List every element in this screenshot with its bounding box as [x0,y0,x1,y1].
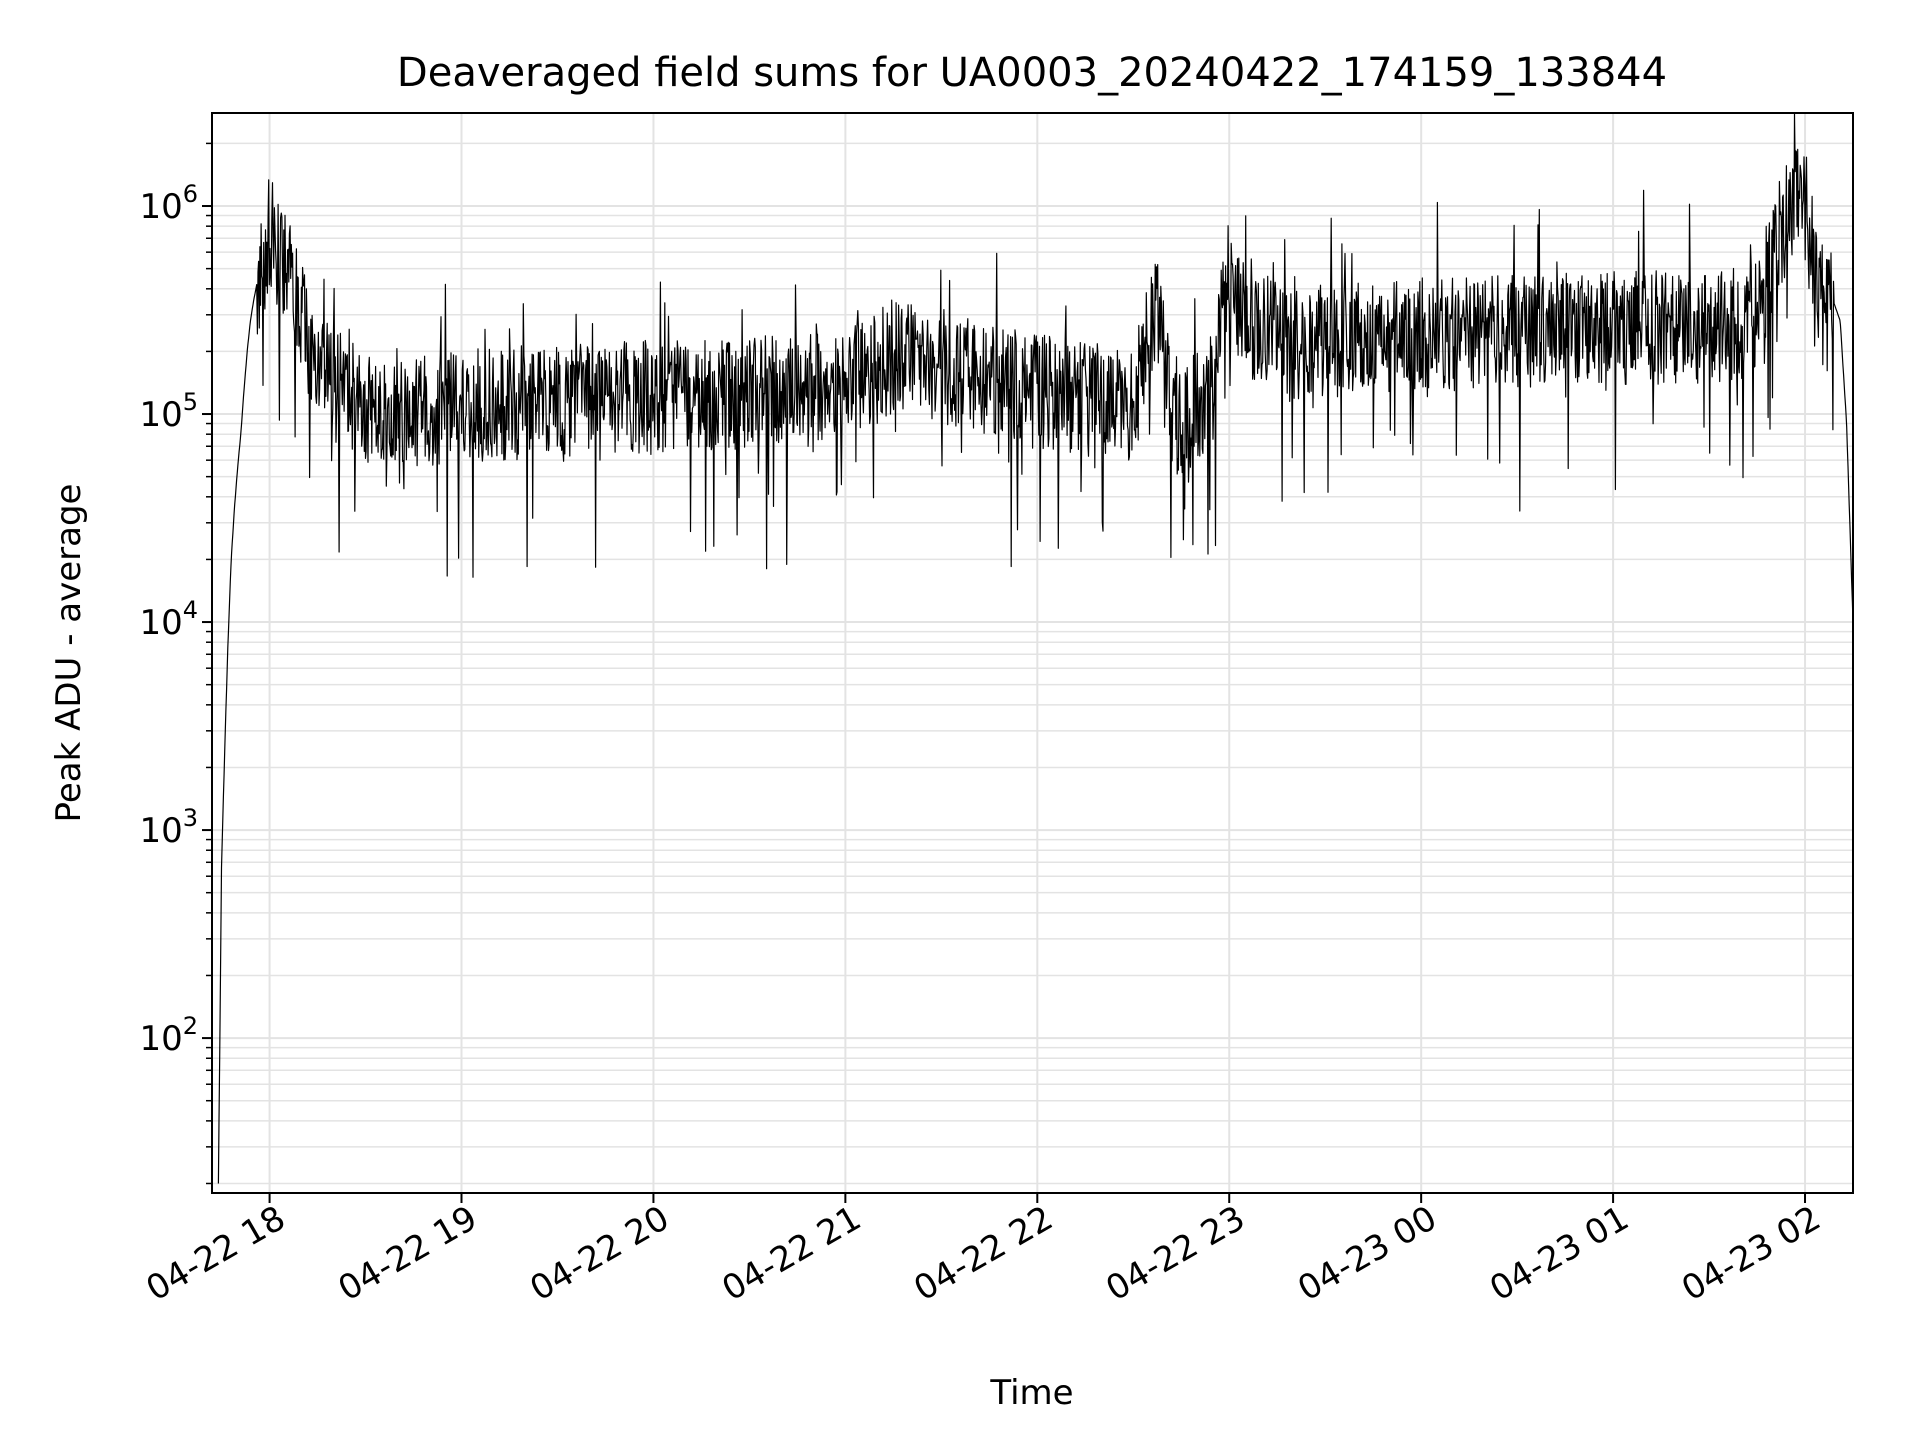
data-layer [217,112,1854,1184]
y-tick-label: 105 [139,388,198,435]
plot-area [211,112,1854,1194]
x-axis-label: Time [989,1373,1073,1413]
y-tick-label: 103 [139,804,198,851]
y-axis-label: Peak ADU - average [49,484,89,823]
series-line [217,112,1854,1184]
y-tick-label: 106 [139,180,198,227]
grid-lines [212,113,1853,1193]
plot-frame [211,112,1854,1194]
y-tick-label: 104 [139,596,198,643]
chart-title: Deaveraged field sums for UA0003_2024042… [397,50,1667,96]
y-axis-ticks: 102 103 104 105 106 [139,142,212,1185]
y-tick-label: 102 [139,1012,198,1059]
